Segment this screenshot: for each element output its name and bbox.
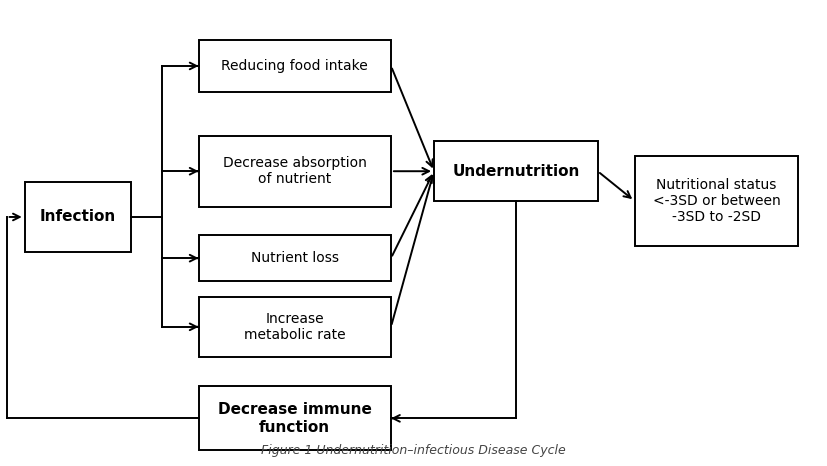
Text: Decrease absorption
of nutrient: Decrease absorption of nutrient	[222, 156, 366, 186]
Text: Reducing food intake: Reducing food intake	[222, 59, 368, 73]
Text: Decrease immune
function: Decrease immune function	[218, 402, 371, 435]
Text: Infection: Infection	[40, 210, 116, 225]
FancyBboxPatch shape	[198, 235, 391, 281]
FancyBboxPatch shape	[198, 386, 391, 451]
FancyBboxPatch shape	[25, 182, 131, 253]
FancyBboxPatch shape	[198, 40, 391, 92]
FancyBboxPatch shape	[634, 156, 798, 246]
FancyBboxPatch shape	[434, 142, 598, 201]
Text: Undernutrition: Undernutrition	[452, 164, 580, 179]
FancyBboxPatch shape	[198, 297, 391, 356]
Text: Nutrient loss: Nutrient loss	[251, 251, 339, 265]
Text: Nutritional status
<-3SD or between
-3SD to -2SD: Nutritional status <-3SD or between -3SD…	[653, 178, 781, 224]
FancyBboxPatch shape	[198, 136, 391, 207]
Text: Increase
metabolic rate: Increase metabolic rate	[244, 312, 346, 342]
Text: Figure 1 Undernutrition–infectious Disease Cycle: Figure 1 Undernutrition–infectious Disea…	[261, 444, 566, 457]
